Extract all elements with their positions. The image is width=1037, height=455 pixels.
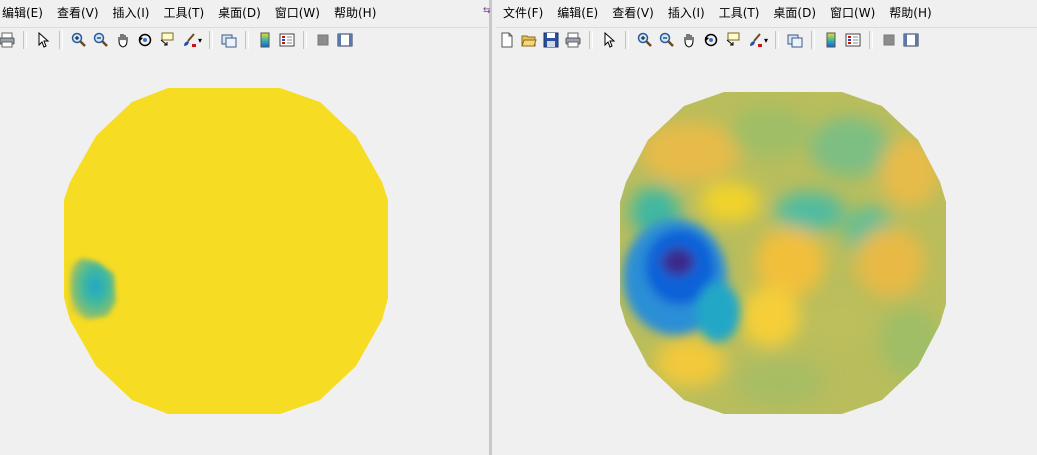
menu-view[interactable]: 查看(V) [56, 6, 99, 20]
menu-insert[interactable]: 插入(I) [667, 6, 705, 20]
menu-window[interactable]: 窗口(W) [274, 6, 320, 20]
data-cursor-icon[interactable] [723, 30, 743, 50]
link-plot-icon[interactable] [785, 30, 805, 50]
print-icon[interactable] [0, 30, 17, 50]
brush-icon[interactable] [179, 30, 199, 50]
brush-icon[interactable] [745, 30, 765, 50]
pointer-icon[interactable] [599, 30, 619, 50]
hide-plot-tools-icon[interactable] [879, 30, 899, 50]
zoom-in-icon[interactable] [635, 30, 655, 50]
menu-help[interactable]: 帮助(H) [889, 6, 932, 20]
brush-dropdown-icon[interactable]: ▾ [764, 35, 769, 45]
link-plot-icon[interactable] [219, 30, 239, 50]
right-toolbar: ▾ [496, 27, 1037, 52]
menu-view[interactable]: 查看(V) [612, 6, 654, 20]
left-figure-window: 编辑(E) 查看(V) 插入(I) 工具(T) 桌面(D) 窗口(W) 帮助(H… [0, 0, 488, 455]
menu-edit[interactable]: 编辑(E) [557, 6, 599, 20]
right-menubar: 文件(F) 编辑(E) 查看(V) 插入(I) 工具(T) 桌面(D) 窗口(W… [496, 3, 939, 23]
menu-tools[interactable]: 工具(T) [718, 6, 760, 20]
textured-disc [620, 92, 946, 414]
menu-desktop[interactable]: 桌面(D) [773, 6, 817, 20]
left-toolbar: ▾ [0, 27, 488, 52]
colorbar-icon[interactable] [255, 30, 275, 50]
brush-dropdown-icon[interactable]: ▾ [198, 35, 203, 45]
menu-window[interactable]: 窗口(W) [830, 6, 876, 20]
menu-tools[interactable]: 工具(T) [163, 6, 205, 20]
zoom-out-icon[interactable] [91, 30, 111, 50]
pointer-icon[interactable] [33, 30, 53, 50]
zoom-in-icon[interactable] [69, 30, 89, 50]
left-plot-image [62, 88, 390, 416]
show-plot-tools-icon[interactable] [901, 30, 921, 50]
legend-icon[interactable] [843, 30, 863, 50]
teal-patch [70, 258, 116, 320]
data-cursor-icon[interactable] [157, 30, 177, 50]
window-divider[interactable] [488, 0, 494, 455]
print-icon[interactable] [563, 30, 583, 50]
left-menubar: 编辑(E) 查看(V) 插入(I) 工具(T) 桌面(D) 窗口(W) 帮助(H… [0, 3, 383, 23]
show-plot-tools-icon[interactable] [335, 30, 355, 50]
menu-help[interactable]: 帮助(H) [333, 6, 377, 20]
menu-file[interactable]: 文件(F) [503, 6, 544, 20]
rotate-icon[interactable] [135, 30, 155, 50]
menu-edit[interactable]: 编辑(E) [2, 6, 43, 20]
open-file-icon[interactable] [519, 30, 539, 50]
right-plot-image [620, 92, 948, 414]
new-figure-icon[interactable] [497, 30, 517, 50]
save-icon[interactable] [541, 30, 561, 50]
rotate-icon[interactable] [701, 30, 721, 50]
zoom-out-icon[interactable] [657, 30, 677, 50]
split-handle-icon[interactable]: ⇆ [483, 6, 491, 16]
pan-icon[interactable] [113, 30, 133, 50]
colorbar-icon[interactable] [821, 30, 841, 50]
pan-icon[interactable] [679, 30, 699, 50]
menu-desktop[interactable]: 桌面(D) [218, 6, 261, 20]
hide-plot-tools-icon[interactable] [313, 30, 333, 50]
yellow-disc [64, 88, 388, 414]
legend-icon[interactable] [277, 30, 297, 50]
menu-insert[interactable]: 插入(I) [112, 6, 150, 20]
